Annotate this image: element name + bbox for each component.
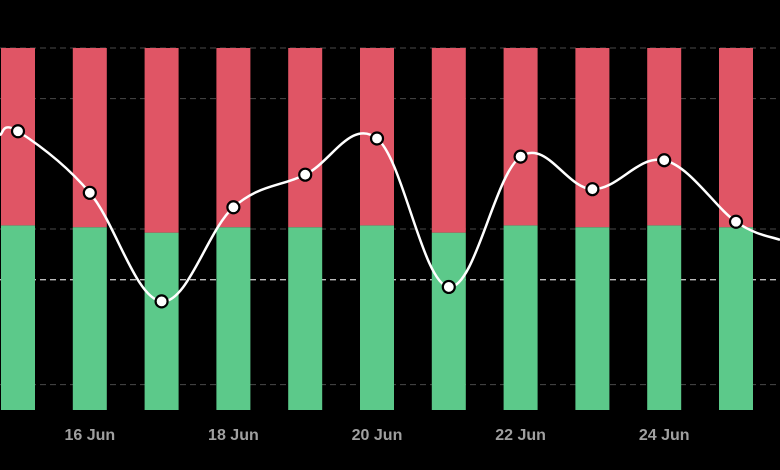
line-point bbox=[298, 167, 313, 182]
bar-series bbox=[1, 48, 753, 410]
line-markers bbox=[10, 124, 744, 309]
bar-bottom bbox=[647, 225, 682, 410]
line-point bbox=[657, 153, 672, 168]
line-point bbox=[728, 214, 744, 229]
bar-bottom bbox=[216, 227, 251, 410]
line-point bbox=[513, 149, 528, 164]
x-tick-label: 18 Jun bbox=[208, 427, 259, 444]
bar-bottom bbox=[72, 227, 107, 410]
x-tick-label: 24 Jun bbox=[639, 427, 690, 444]
line-point bbox=[10, 124, 26, 139]
bar-bottom bbox=[575, 227, 610, 410]
line-point bbox=[82, 185, 97, 200]
bar-bottom bbox=[288, 227, 323, 410]
trend-line bbox=[0, 126, 780, 303]
bar-bottom bbox=[431, 232, 466, 410]
bar-top bbox=[72, 48, 107, 228]
line-point bbox=[226, 200, 241, 215]
line-point bbox=[369, 131, 385, 146]
bar-top bbox=[719, 48, 753, 228]
line-point bbox=[585, 182, 600, 197]
x-tick-label: 20 Jun bbox=[352, 427, 403, 444]
line-point bbox=[441, 279, 456, 295]
bar-top bbox=[288, 48, 323, 228]
bar-bottom bbox=[360, 225, 394, 410]
x-tick-label: 22 Jun bbox=[495, 427, 546, 444]
bar-bottom bbox=[719, 227, 753, 410]
bar-top bbox=[503, 48, 538, 226]
bar-top bbox=[144, 48, 179, 233]
bar-top bbox=[431, 48, 466, 233]
bar-bottom bbox=[1, 225, 35, 410]
x-tick-label: 16 Jun bbox=[64, 427, 115, 444]
line-point bbox=[154, 294, 169, 309]
bar-bottom bbox=[503, 225, 538, 410]
bar-bottom bbox=[144, 232, 179, 410]
bar-top bbox=[575, 48, 610, 228]
line-series bbox=[0, 126, 780, 303]
bar-top bbox=[647, 48, 682, 226]
